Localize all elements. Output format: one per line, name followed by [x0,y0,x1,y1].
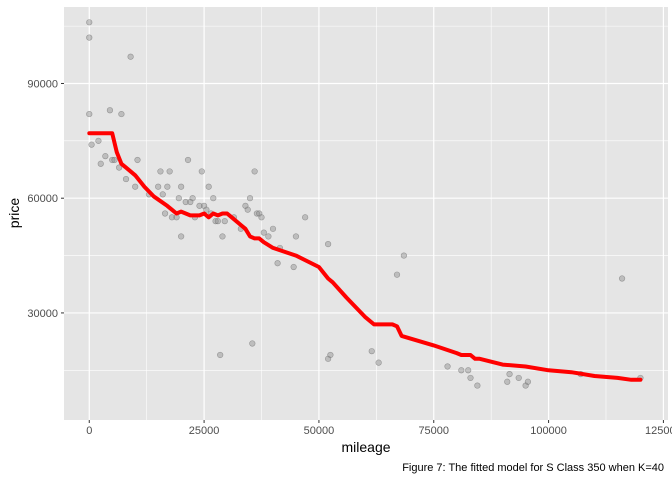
scatter-point [161,210,169,217]
scatter-point [302,214,309,221]
scatter-point [95,137,102,144]
scatter-point [164,183,171,190]
scatter-point [465,367,472,374]
scatter-point [221,218,228,225]
x-tick-label: 125000 [645,425,672,437]
scatter-point [292,233,300,240]
scatter-point [251,168,258,175]
scatter-point [97,160,104,167]
scatter-point [467,374,474,382]
scatter-point [166,168,173,175]
x-axis-ticks: 0 25000 50000 75000 100000 125000 [86,420,672,437]
scatter-point [210,195,217,202]
scatter-point [178,233,185,240]
y-tick-label: 30000 [27,308,58,320]
y-axis-title: price [6,198,22,229]
scatter-point [159,191,166,198]
scatter-point [400,252,407,259]
scatter-point [127,53,134,60]
scatter-point [198,168,205,175]
scatter-point [458,367,465,374]
scatter-point [205,183,212,190]
scatter-point [258,214,265,221]
scatter-point [253,210,261,217]
scatter-point [393,271,401,278]
scatter-point [175,195,182,202]
x-axis-title: mileage [341,439,390,455]
scatter-point [327,351,334,359]
scatter-point [109,156,116,164]
scatter-point [196,202,203,209]
fitted-model-line [87,131,643,382]
scatter-point [203,206,210,213]
scatter-point [368,348,375,355]
scatter-point [111,156,118,164]
x-tick-label: 75000 [418,425,449,437]
scatter-points [86,19,644,389]
scatter-point [178,183,185,190]
y-axis-ticks: 30000 60000 90000 [27,78,64,320]
scatter-point [184,156,192,164]
scatter-point [122,175,130,183]
y-tick-label: 60000 [27,193,58,205]
scatter-point [265,233,272,240]
scatter-point [474,382,481,389]
scatter-point [244,206,251,213]
scatter-point [168,214,176,221]
fit-line-layer [87,131,643,382]
scatter-point [157,168,164,175]
y-tick-label: 90000 [27,78,58,90]
scatter-point [132,183,139,190]
scatter-point [325,240,332,248]
scatter-point [88,141,95,148]
scatter-point [116,164,123,171]
scatter-point [219,233,226,240]
scatter-point [102,153,109,160]
scatter-point [86,19,93,26]
scatter-point [375,359,382,366]
scatter-point [155,183,162,190]
scatter-point [504,378,511,385]
scatter-point [444,363,451,370]
x-tick-label: 25000 [189,425,220,437]
scatter-point [506,371,513,378]
scatter-point [618,275,626,282]
plot-panel [64,7,668,420]
scatter-point [217,351,224,359]
scatter-point [134,156,141,164]
x-tick-label: 0 [86,425,92,437]
scatter-point [246,195,254,202]
scatter-point [86,110,93,118]
scatter-point [187,198,194,206]
x-tick-label: 50000 [304,425,335,437]
scatter-point [212,218,219,225]
minor-gridlines [64,7,668,420]
scatter-point [524,378,532,385]
scatter-point [274,260,281,267]
scatter-point [106,107,114,114]
figure-caption: Figure 7: The fitted model for S Class 3… [402,462,664,474]
scatter-point [515,374,522,382]
scatter-point [249,340,256,347]
major-gridlines [64,7,668,420]
scatter-point [214,218,221,225]
scatter-point [260,229,267,236]
scatter-point [182,198,189,206]
scatter-point [118,110,125,118]
scatter-point [269,225,277,232]
scatter-point [290,263,297,271]
x-tick-label: 100000 [530,425,567,437]
scatter-point [86,34,93,41]
